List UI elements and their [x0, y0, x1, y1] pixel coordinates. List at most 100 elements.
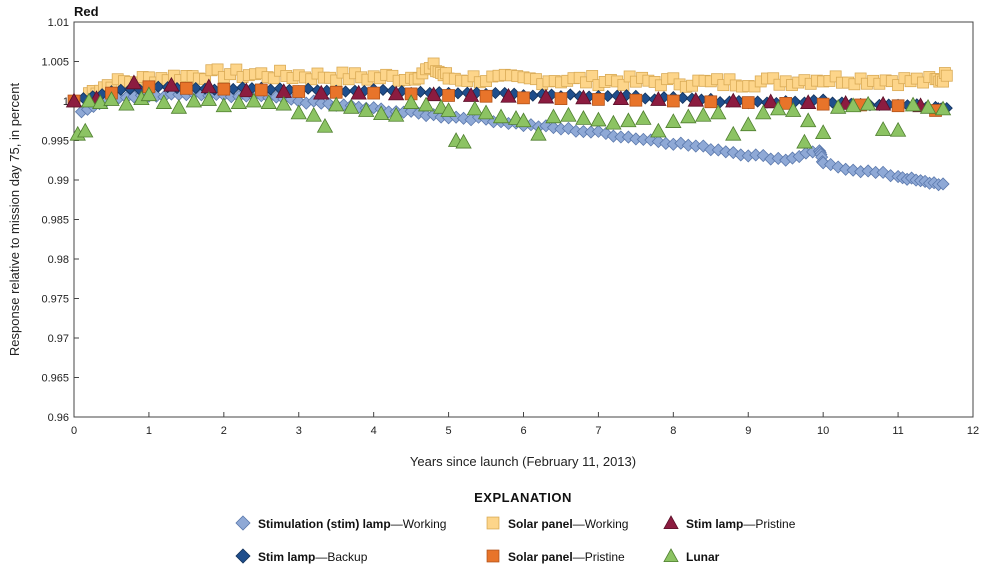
point-solar_pristine: [217, 82, 231, 96]
x-tick-label: 0: [71, 425, 77, 437]
point-stim_pristine: [874, 95, 892, 111]
marks-layer: [65, 57, 953, 192]
y-tick-label: 0.985: [41, 215, 69, 227]
point-lunar: [620, 112, 637, 128]
point-lunar: [305, 106, 322, 122]
y-tick-label: 0.975: [41, 294, 69, 306]
legend-label-suffix: —Backup: [315, 550, 367, 564]
legend-label-stim_pristine: Stim lamp—Pristine: [686, 517, 796, 531]
point-stim_pristine: [462, 87, 480, 102]
x-tick-label: 11: [892, 425, 903, 437]
point-stim_pristine: [350, 84, 367, 100]
legend-label-bold: Solar panel: [508, 550, 573, 564]
point-solar_pristine: [666, 94, 680, 108]
y-tick-label: 1.01: [48, 17, 69, 29]
x-tick-label: 12: [967, 425, 979, 437]
x-tick-label: 9: [745, 425, 751, 437]
point-lunar: [650, 122, 667, 138]
legend-title: EXPLANATION: [474, 490, 572, 505]
point-stim_working: [936, 177, 950, 191]
point-lunar: [770, 100, 787, 116]
point-stim_pristine: [163, 76, 180, 92]
point-solar_pristine: [592, 93, 605, 106]
point-lunar: [590, 111, 607, 127]
point-solar_pristine: [479, 89, 493, 103]
point-stim_pristine: [725, 92, 742, 108]
legend-item-stim_backup: Stim lamp—Backup: [235, 548, 368, 564]
legend-marker-stim_backup: [235, 548, 251, 564]
point-solar_pristine: [741, 96, 755, 109]
point-lunar: [155, 94, 173, 109]
point-solar_working: [617, 78, 630, 91]
point-solar_working: [467, 70, 480, 83]
point-lunar: [605, 114, 622, 130]
point-stim_pristine: [238, 82, 255, 98]
point-lunar: [275, 95, 292, 111]
point-lunar: [695, 106, 712, 122]
point-solar_working: [667, 72, 680, 85]
legend-marker-stim_working: [235, 515, 251, 531]
point-lunar: [934, 100, 952, 116]
point-lunar: [316, 117, 334, 133]
legend-label-suffix: —Working: [391, 517, 447, 531]
point-solar_pristine: [180, 82, 193, 95]
ticks-layer: 0 1 2 3 4 5 6 7 8 9 10 11 120.960.9650.970.9750.980.…: [41, 17, 979, 437]
point-stim_working: [546, 120, 561, 135]
point-lunar: [575, 110, 592, 125]
y-tick-label: 0.995: [41, 136, 69, 148]
point-lunar: [103, 91, 120, 106]
point-lunar: [874, 121, 892, 136]
x-tick-label: 4: [371, 425, 377, 437]
point-solar_pristine: [816, 97, 830, 111]
legend-item-stim_pristine: Stim lamp—Pristine: [663, 515, 796, 531]
point-lunar: [357, 102, 375, 117]
point-solar_working: [767, 72, 780, 85]
point-solar_pristine: [629, 93, 643, 107]
point-solar_working: [267, 72, 280, 85]
legend-label-suffix: —Pristine: [573, 550, 625, 564]
x-tick-label: 10: [817, 425, 829, 437]
point-solar_working: [342, 73, 355, 86]
point-lunar: [515, 112, 532, 128]
series-solar_working: [83, 57, 953, 100]
point-lunar: [560, 106, 577, 122]
point-lunar: [440, 102, 457, 117]
point-lunar: [665, 113, 682, 128]
point-solar_working: [829, 70, 842, 83]
point-lunar: [829, 98, 847, 114]
point-solar_pristine: [329, 85, 343, 99]
legend-label-bold: Stim lamp: [686, 517, 743, 531]
legend-label-suffix: —Working: [573, 517, 629, 531]
point-solar_working: [940, 69, 953, 82]
y-tick-label: 0.99: [48, 175, 69, 187]
point-stim_pristine: [612, 90, 630, 106]
point-stim_pristine: [425, 86, 442, 102]
legend-item-solar_pristine: Solar panel—Pristine: [486, 549, 625, 564]
legend-marker-solar_pristine: [486, 549, 500, 563]
point-lunar: [170, 98, 188, 114]
legend-marker-lunar: [663, 548, 679, 562]
point-lunar: [372, 105, 390, 121]
point-lunar: [466, 100, 483, 116]
point-stim_pristine: [65, 92, 83, 108]
legend-label-lunar: Lunar: [686, 550, 720, 564]
point-lunar: [740, 116, 757, 132]
point-lunar: [343, 98, 360, 114]
point-solar_pristine: [292, 85, 306, 98]
point-lunar: [328, 96, 345, 112]
chart-title: Red: [74, 4, 99, 19]
point-lunar: [492, 108, 510, 124]
y-axis-label: Response relative to mission day 75, in …: [7, 83, 22, 357]
point-solar_pristine: [254, 83, 268, 97]
point-lunar: [118, 95, 135, 111]
point-lunar: [185, 92, 203, 108]
legend-label-bold: Solar panel: [508, 517, 573, 531]
x-tick-label: 6: [520, 425, 526, 437]
legend-label-bold: Lunar: [686, 550, 720, 564]
point-stim_pristine: [800, 94, 817, 109]
point-stim_pristine: [687, 91, 704, 107]
point-stim_pristine: [762, 93, 779, 109]
point-lunar: [785, 102, 802, 117]
point-lunar: [755, 104, 772, 120]
